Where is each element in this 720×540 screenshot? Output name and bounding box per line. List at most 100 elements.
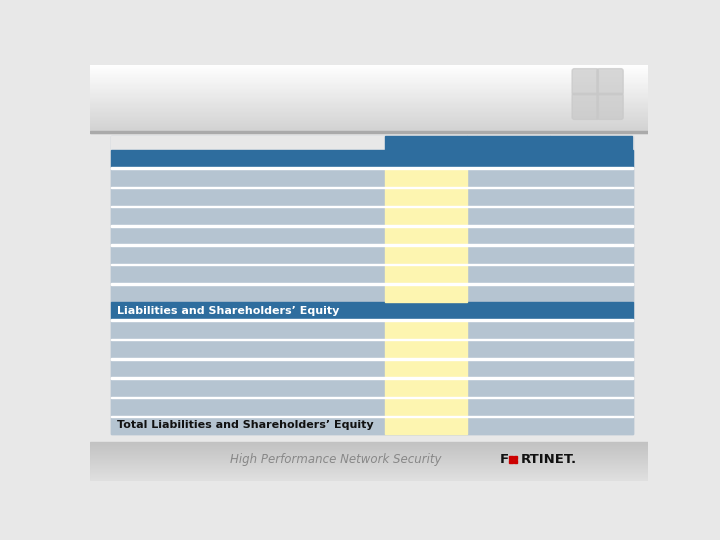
Bar <box>90 68 648 70</box>
Bar <box>510 456 513 459</box>
Bar <box>549 137 632 150</box>
Bar <box>90 87 648 89</box>
Bar <box>90 451 648 453</box>
Bar <box>90 110 648 112</box>
Bar <box>111 285 632 302</box>
Bar <box>90 73 648 75</box>
Bar <box>90 126 648 127</box>
Bar <box>90 130 648 132</box>
Bar <box>90 477 648 479</box>
Bar <box>384 417 467 434</box>
Bar <box>90 464 648 466</box>
Bar <box>90 89 648 90</box>
Bar <box>90 67 648 69</box>
Bar <box>384 188 467 206</box>
Bar <box>384 246 467 264</box>
Bar <box>90 125 648 126</box>
Bar <box>384 265 467 283</box>
Bar <box>90 112 648 114</box>
Bar <box>111 416 632 417</box>
Bar <box>90 83 648 85</box>
Bar <box>111 340 632 358</box>
Bar <box>90 118 648 120</box>
Bar <box>90 468 648 470</box>
Bar <box>111 398 632 416</box>
Bar <box>90 90 648 92</box>
Bar <box>384 168 467 186</box>
FancyBboxPatch shape <box>597 93 624 119</box>
Bar <box>90 84 648 86</box>
Text: Liabilities and Shareholders’ Equity: Liabilities and Shareholders’ Equity <box>117 306 340 316</box>
Bar <box>90 117 648 119</box>
Bar <box>111 264 632 265</box>
Bar <box>111 150 632 167</box>
Bar <box>384 340 467 358</box>
Bar <box>90 128 648 130</box>
Bar <box>90 119 648 121</box>
Bar <box>111 319 632 321</box>
Bar <box>90 474 648 476</box>
Bar <box>90 470 648 472</box>
Bar <box>90 104 648 106</box>
Bar <box>90 109 648 111</box>
Bar <box>90 449 648 450</box>
Bar <box>90 77 648 79</box>
Bar <box>90 465 648 467</box>
Bar <box>90 444 648 447</box>
Bar <box>467 137 549 150</box>
Bar <box>90 446 648 448</box>
Bar <box>90 97 648 98</box>
Bar <box>90 99 648 100</box>
Bar <box>90 93 648 95</box>
Bar <box>90 78 648 80</box>
Bar <box>90 114 648 117</box>
Bar <box>90 70 648 72</box>
Bar <box>90 454 648 456</box>
Bar <box>90 100 648 102</box>
Bar <box>90 107 648 110</box>
Bar <box>111 360 632 377</box>
Bar <box>90 127 648 129</box>
Bar <box>111 186 632 188</box>
Bar <box>90 106 648 109</box>
Bar <box>513 456 517 459</box>
Text: Total Liabilities and Shareholders’ Equity: Total Liabilities and Shareholders’ Equi… <box>117 420 374 430</box>
Bar <box>90 455 648 457</box>
Bar <box>90 86 648 88</box>
Bar <box>111 321 632 339</box>
Bar <box>111 168 632 186</box>
Bar <box>90 111 648 113</box>
Bar <box>90 102 648 104</box>
Bar <box>111 188 632 206</box>
Bar <box>90 478 648 480</box>
Text: High Performance Network Security: High Performance Network Security <box>230 453 441 466</box>
Bar <box>90 74 648 76</box>
Bar <box>111 377 632 379</box>
Bar <box>90 82 648 84</box>
Bar <box>90 85 648 87</box>
Bar <box>111 396 632 398</box>
Bar <box>90 450 648 452</box>
Bar <box>90 480 648 481</box>
Bar <box>90 463 648 465</box>
Bar <box>384 137 467 150</box>
Bar <box>111 137 632 434</box>
Bar <box>90 80 648 83</box>
Bar <box>90 124 648 125</box>
Bar <box>111 265 632 283</box>
Bar <box>384 321 467 339</box>
Bar <box>90 72 648 73</box>
Bar <box>90 79 648 82</box>
Bar <box>90 129 648 131</box>
Bar <box>111 379 632 396</box>
Bar <box>90 460 648 462</box>
Bar <box>90 75 648 77</box>
Bar <box>90 442 648 444</box>
Bar <box>111 207 632 225</box>
Bar <box>90 453 648 455</box>
Bar <box>384 379 467 396</box>
Bar <box>90 473 648 475</box>
Bar <box>90 469 648 471</box>
Bar <box>111 339 632 340</box>
Bar <box>111 302 632 319</box>
